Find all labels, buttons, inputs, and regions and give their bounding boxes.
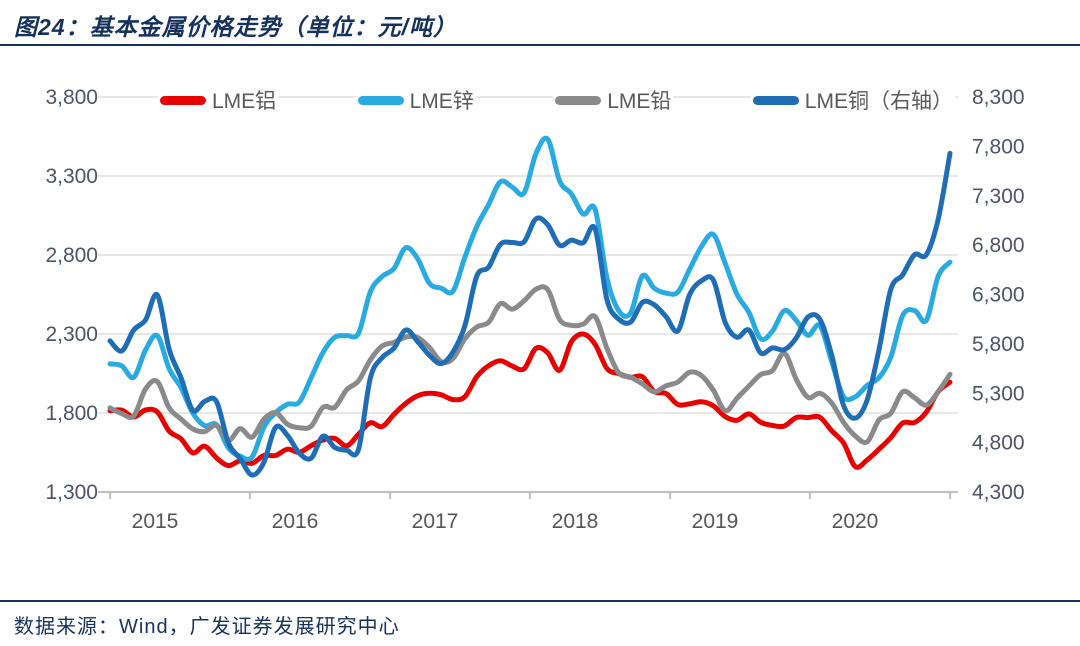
right-axis-tick-label: 4,800 (972, 432, 1025, 455)
data-source: 数据来源：Wind，广发证券发展研究中心 (14, 616, 400, 638)
right-axis-tick-label: 4,300 (972, 481, 1025, 504)
legend-item-lme-aluminum: LME铝 (158, 85, 279, 115)
right-axis-tick-label: 8,300 (972, 86, 1025, 109)
legend-swatch-lead (555, 95, 602, 105)
left-axis-tick-label: 2,300 (45, 323, 98, 346)
legend-swatch-zinc (357, 95, 404, 105)
footer-divider (0, 600, 1080, 602)
right-axis-tick-label: 6,800 (972, 234, 1025, 257)
right-axis-tick-label: 7,300 (972, 185, 1025, 208)
x-axis-tick-label: 2020 (832, 510, 879, 533)
right-axis-tick-label: 5,300 (972, 382, 1025, 405)
chart-title: 图24：基本金属价格走势（单位：元/吨） (14, 14, 457, 40)
chart-legend: LME铝 LME锌 LME铅 LME铜（右轴） (158, 85, 955, 115)
x-axis-tick-label: 2015 (132, 510, 179, 533)
legend-label: LME铜（右轴） (804, 90, 953, 113)
left-axis-tick-label: 2,800 (45, 244, 98, 267)
x-axis-tick-label: 2017 (412, 510, 459, 533)
series-line-2 (107, 284, 953, 445)
legend-swatch-aluminum (160, 95, 206, 105)
x-axis-tick-label: 2016 (272, 510, 319, 533)
series-line-3 (107, 150, 953, 478)
legend-item-lme-lead: LME铅 (553, 85, 674, 115)
right-axis-tick-label: 5,800 (972, 333, 1025, 356)
left-axis-tick-label: 3,800 (45, 86, 98, 109)
left-axis-tick-label: 1,300 (45, 481, 98, 504)
x-axis-tick-label: 2019 (692, 510, 739, 533)
legend-label: LME铅 (607, 90, 672, 113)
left-axis-tick-label: 1,800 (45, 402, 98, 425)
legend-item-lme-copper: LME铜（右轴） (750, 85, 955, 115)
left-axis-tick-label: 3,300 (45, 165, 98, 188)
x-axis-tick-label: 2018 (552, 510, 599, 533)
legend-label: LME锌 (409, 90, 474, 113)
legend-item-lme-zinc: LME锌 (355, 85, 476, 115)
legend-swatch-copper (752, 95, 799, 105)
right-axis-tick-label: 7,800 (972, 135, 1025, 158)
series-line-0 (107, 331, 953, 470)
title-divider (0, 44, 1080, 46)
legend-label: LME铝 (212, 90, 277, 113)
right-axis-tick-label: 6,300 (972, 284, 1025, 307)
series-line-1 (107, 135, 953, 462)
